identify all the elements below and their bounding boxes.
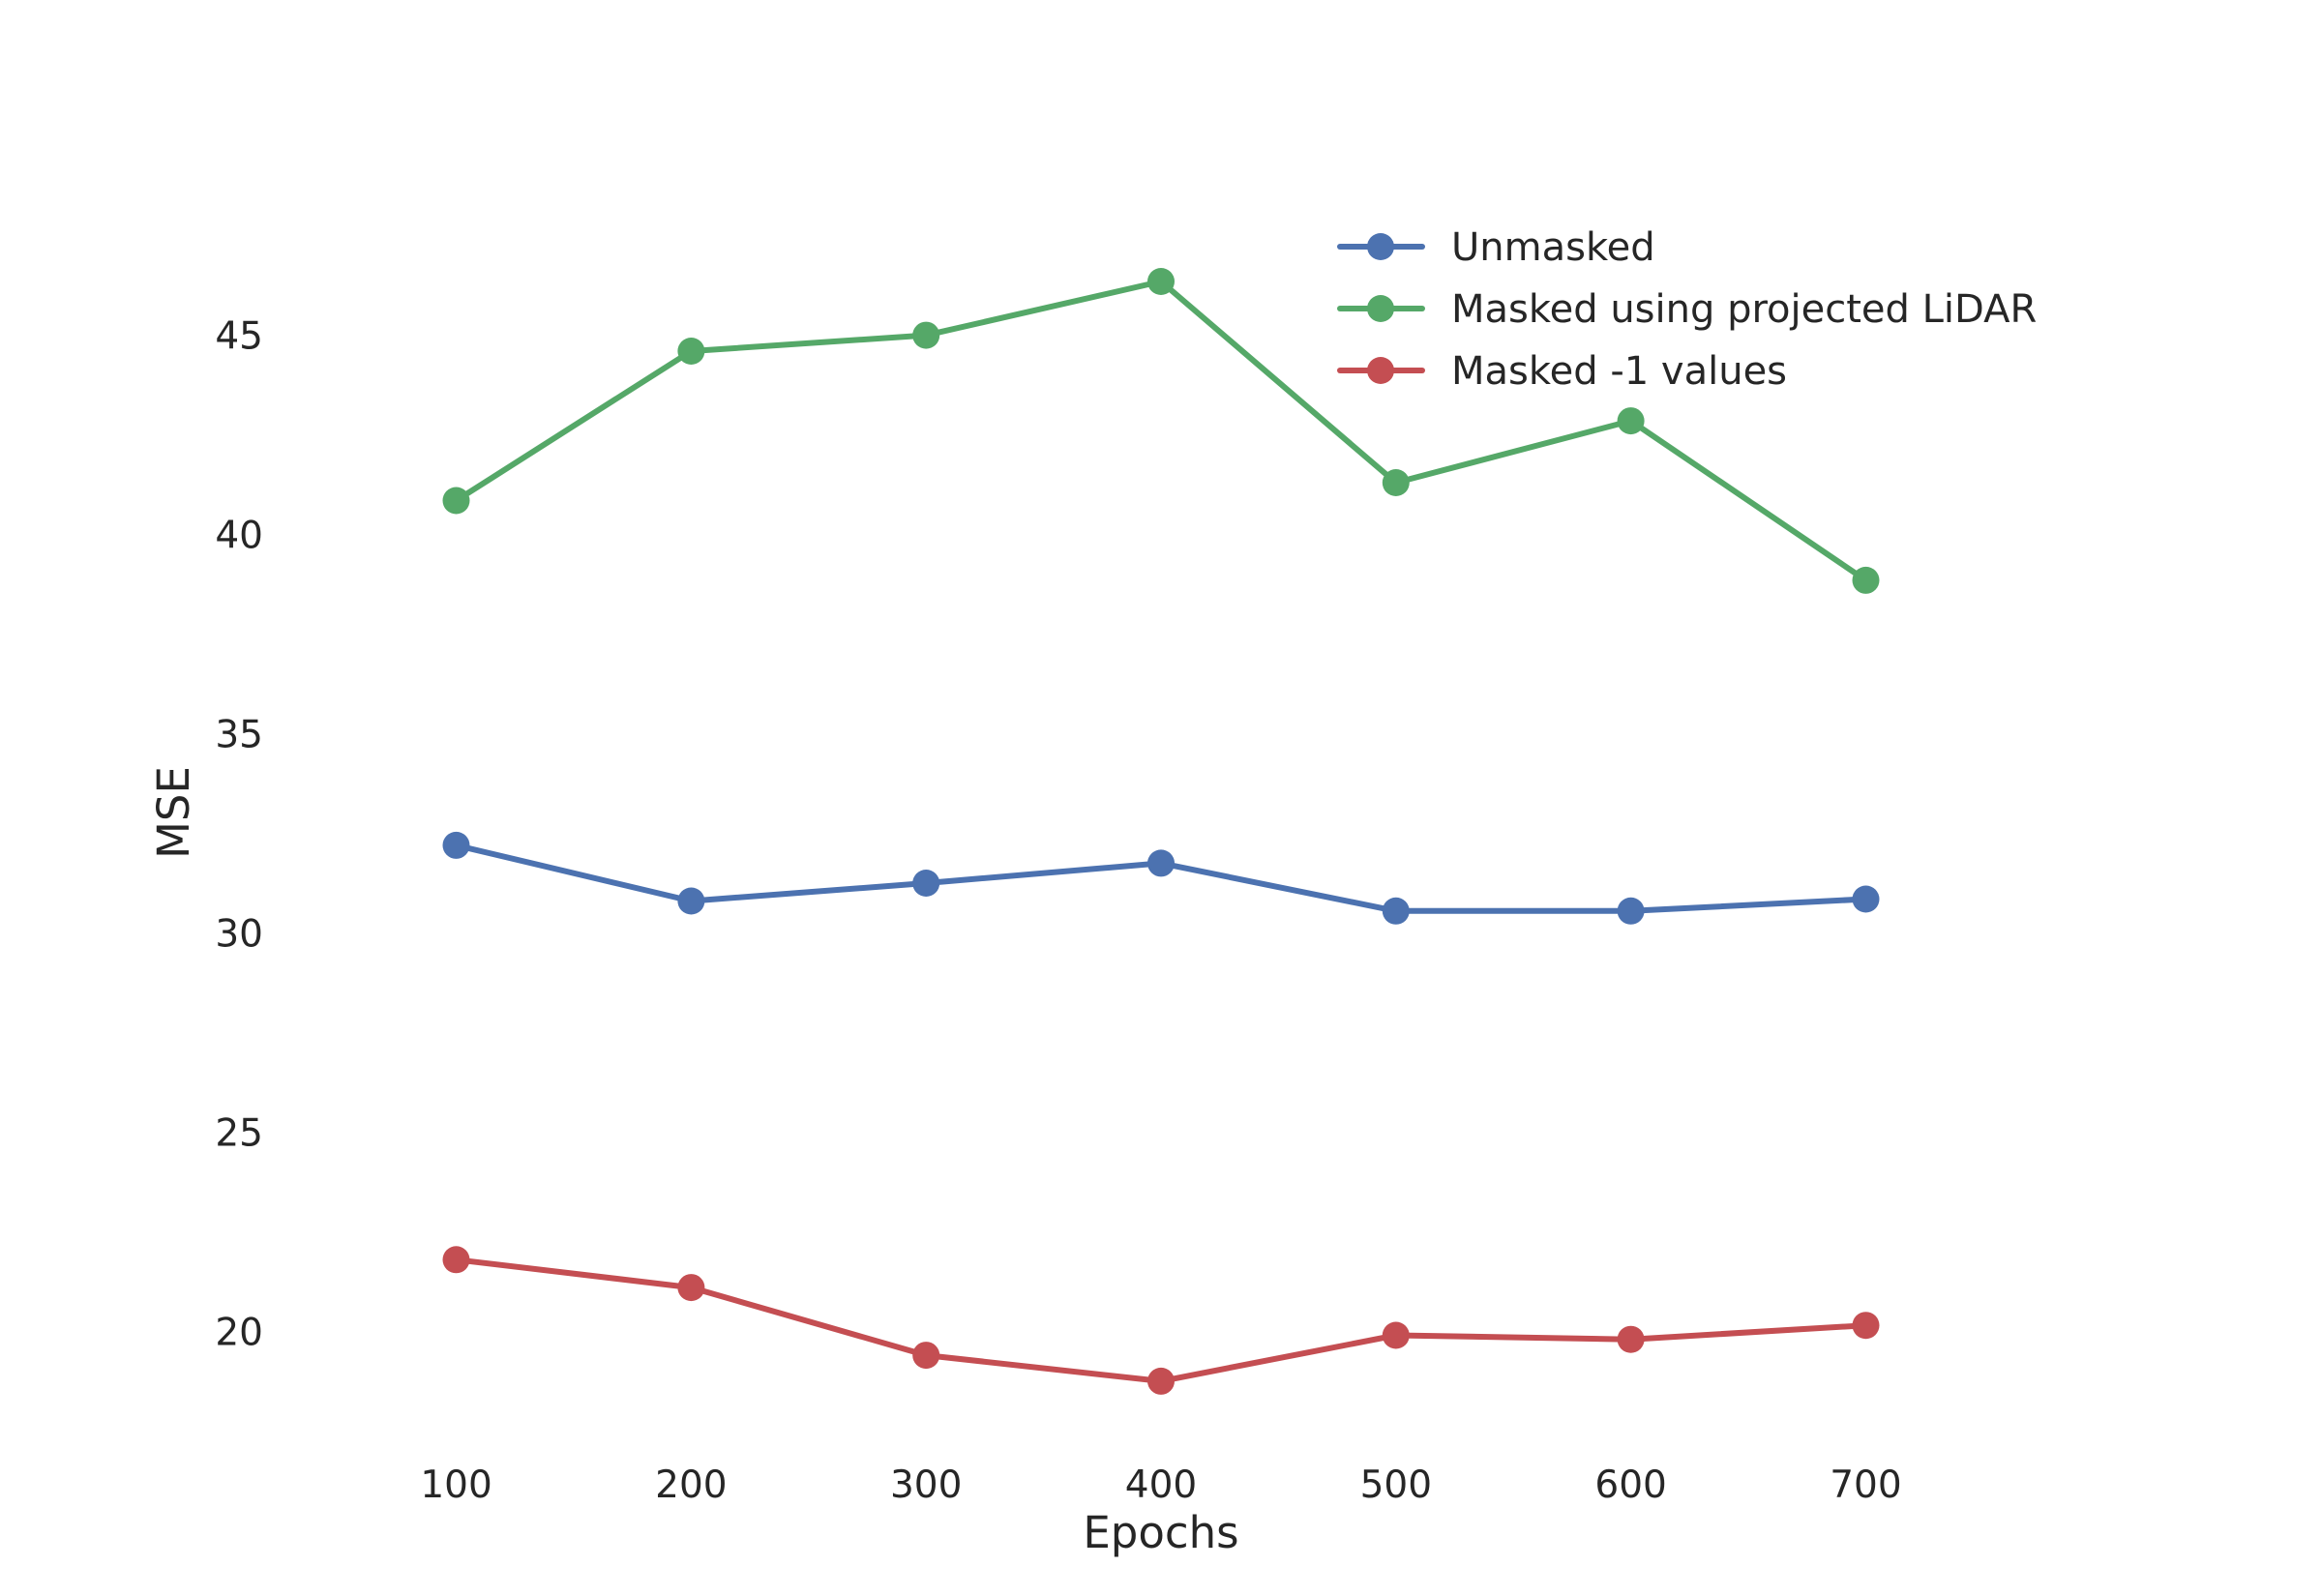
x-axis-label: Epochs [1083,1507,1238,1558]
series-1-point [1852,885,1880,913]
series-1 [442,831,1880,925]
series-1-point [677,887,705,915]
series-2 [442,268,1880,594]
series-3-point [1852,1312,1880,1340]
x-tick-label: 500 [1360,1463,1432,1507]
series-2-point [1147,268,1175,295]
legend-label: Masked -1 values [1451,349,1787,394]
series-3-line [453,1256,1869,1384]
x-tick-label: 200 [655,1463,727,1507]
y-axis-ticks: 20 25 30 35 40 45 [215,315,263,1355]
series-layer [442,268,1880,1395]
x-tick-label: 400 [1125,1463,1197,1507]
series-3-point [677,1274,705,1302]
series-2-point [677,338,705,365]
legend-item: Masked using projected LiDAR [1337,287,2037,332]
series-3 [442,1246,1880,1395]
legend: Unmasked Masked using projected LiDAR Mask… [1337,225,2037,394]
series-2-point [1617,407,1645,435]
series-1-point [1147,849,1175,877]
y-tick-label: 25 [215,1111,263,1155]
y-tick-label: 45 [215,315,263,359]
series-3-point [442,1246,470,1274]
legend-label: Unmasked [1451,225,1655,270]
series-2-point [1852,566,1880,594]
legend-swatch-marker [1367,357,1394,384]
series-3-point [1382,1321,1410,1349]
series-1-point [912,870,940,897]
series-2-point [1382,469,1410,496]
series-1-point [1617,897,1645,925]
y-tick-label: 35 [215,714,263,757]
x-axis-ticks: 100 200 300 400 500 600 700 [420,1463,1901,1507]
y-tick-label: 20 [215,1311,263,1354]
y-axis-label: MSE [148,766,199,859]
x-tick-label: 600 [1594,1463,1666,1507]
series-3-point [912,1342,940,1370]
series-3-point [1147,1367,1175,1395]
legend-swatch-marker [1367,295,1394,322]
x-tick-label: 300 [890,1463,962,1507]
y-tick-label: 30 [215,912,263,956]
series-2-point [912,321,940,349]
y-tick-label: 40 [215,515,263,558]
legend-item: Unmasked [1337,225,1655,270]
series-2-point [442,487,470,515]
legend-item: Masked -1 values [1337,349,1787,394]
series-3-point [1617,1325,1645,1353]
legend-label: Masked using projected LiDAR [1451,287,2037,332]
x-tick-label: 100 [420,1463,491,1507]
series-1-point [1382,897,1410,925]
x-tick-label: 700 [1830,1463,1901,1507]
legend-swatch-marker [1367,233,1394,260]
series-1-point [442,831,470,859]
